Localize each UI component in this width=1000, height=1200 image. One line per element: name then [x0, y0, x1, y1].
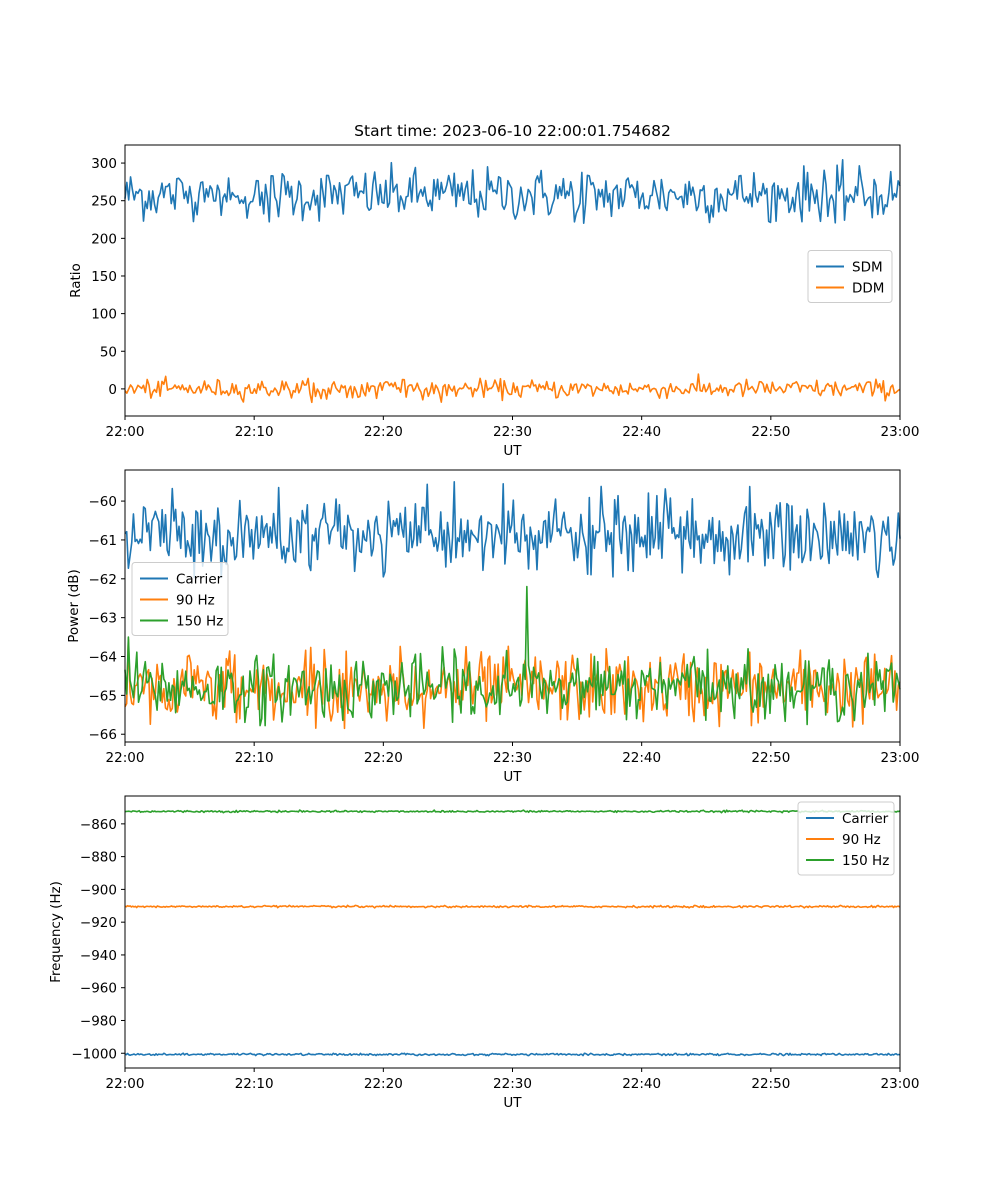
- x-tick-label: 23:00: [881, 1076, 920, 1092]
- legend-entry: Carrier: [842, 811, 889, 827]
- x-tick-label: 22:30: [493, 1076, 532, 1092]
- y-tick-label: −900: [80, 882, 117, 898]
- y-tick-label: −62: [89, 572, 118, 588]
- y-tick-label: −65: [89, 688, 118, 704]
- x-tick-label: 22:10: [235, 750, 274, 766]
- legend-entry: 150 Hz: [176, 614, 223, 630]
- chart-title: Start time: 2023-06-10 22:00:01.754682: [354, 122, 671, 140]
- x-tick-label: 22:40: [622, 750, 661, 766]
- y-tick-label: −880: [80, 850, 117, 866]
- x-tick-label: 22:10: [235, 1076, 274, 1092]
- y-tick-label: −940: [80, 948, 117, 964]
- y-tick-label: 200: [91, 231, 117, 247]
- y-tick-label: −920: [80, 915, 117, 931]
- subplot-2: 22:00 22:10 22:20 22:30 22:40 22:50 23:00 UT −66…: [66, 469, 920, 785]
- legend-entry: 90 Hz: [842, 832, 881, 848]
- y-tick-label: −980: [80, 1013, 117, 1029]
- series-line-90-hz: [124, 638, 901, 730]
- y-tick-label: 50: [100, 344, 117, 360]
- x-tick-label: 22:40: [622, 424, 661, 440]
- y-tick-label: 150: [91, 269, 117, 285]
- series-lines: [124, 809, 901, 1057]
- y-tick-label: 100: [91, 307, 117, 323]
- series-line-150-hz: [124, 809, 901, 814]
- series-lines: [124, 159, 901, 404]
- x-axis-label: UT: [503, 1095, 522, 1111]
- y-tick-label: −66: [89, 727, 118, 743]
- series-line-150-hz: [124, 585, 901, 727]
- legend: Carrier 90 Hz 150 Hz: [797, 801, 895, 876]
- legend-entry: 90 Hz: [176, 593, 215, 609]
- y-tick-label: 0: [108, 382, 117, 398]
- y-tick-label: −60: [89, 494, 118, 510]
- x-tick-label: 22:00: [106, 1076, 145, 1092]
- legend-box: [131, 562, 229, 636]
- y-tick-label: −1000: [71, 1046, 117, 1062]
- legend: SDM DDM: [807, 250, 893, 303]
- legend-entry: Carrier: [176, 572, 223, 588]
- y-tick-label: −860: [80, 817, 117, 833]
- x-tick-label: 22:20: [364, 750, 403, 766]
- y-tick-label: 250: [91, 194, 117, 210]
- y-tick-label: −64: [89, 650, 118, 666]
- y-axis-label: Ratio: [68, 263, 84, 298]
- series-line-carrier: [124, 1052, 901, 1057]
- x-tick-label: 22:50: [751, 750, 790, 766]
- y-tick-label: −960: [80, 981, 117, 997]
- legend-box: [797, 801, 895, 876]
- x-tick-label: 22:50: [751, 1076, 790, 1092]
- axes-frame: [124, 144, 901, 417]
- x-axis-label: UT: [503, 443, 522, 459]
- series-line-sdm: [124, 159, 901, 224]
- x-axis-label: UT: [503, 769, 522, 785]
- y-tick-label: −61: [89, 533, 118, 549]
- x-tick-label: 22:20: [364, 1076, 403, 1092]
- series-lines: [124, 481, 901, 730]
- x-tick-label: 22:10: [235, 424, 274, 440]
- x-tick-label: 22:00: [106, 424, 145, 440]
- x-tick-label: 22:20: [364, 424, 403, 440]
- y-tick-label: 300: [91, 156, 117, 172]
- series-line-90-hz: [124, 904, 901, 909]
- legend-entry: SDM: [852, 260, 883, 276]
- x-tick-label: 23:00: [881, 750, 920, 766]
- legend-entry: 150 Hz: [842, 853, 889, 869]
- x-tick-label: 22:30: [493, 750, 532, 766]
- x-tick-label: 22:00: [106, 750, 145, 766]
- y-axis-label: Power (dB): [66, 569, 82, 642]
- axes-frame: [124, 795, 901, 1069]
- legend: Carrier 90 Hz 150 Hz: [131, 562, 229, 636]
- x-tick-label: 22:30: [493, 424, 532, 440]
- series-line-ddm: [124, 373, 901, 404]
- y-axis-label: Frequency (Hz): [48, 881, 64, 983]
- series-line-carrier: [124, 481, 901, 579]
- x-tick-label: 22:40: [622, 1076, 661, 1092]
- x-tick-label: 23:00: [881, 424, 920, 440]
- subplot-3: 22:00 22:10 22:20 22:30 22:40 22:50 23:00 UT −10…: [48, 795, 920, 1111]
- y-tick-label: −63: [89, 611, 118, 627]
- x-tick-label: 22:50: [751, 424, 790, 440]
- legend-box: [807, 250, 893, 303]
- legend-entry: DDM: [852, 281, 884, 297]
- subplot-1: Start time: 2023-06-10 22:00:01.754682 22…: [68, 122, 919, 459]
